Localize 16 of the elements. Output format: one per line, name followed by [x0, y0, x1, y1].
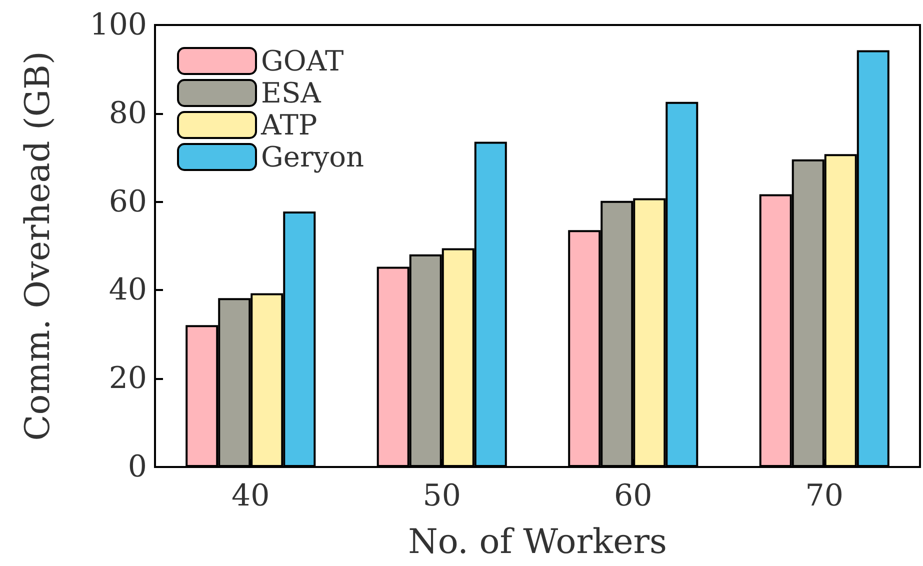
legend-label: ATP: [260, 108, 318, 142]
y-tick-label: 100: [90, 8, 147, 42]
x-tick-label: 40: [232, 478, 270, 514]
x-tick-label: 60: [614, 478, 652, 514]
y-tick-label: 60: [108, 184, 147, 220]
legend-label: ESA: [261, 76, 322, 110]
y-axis-title: Comm. Overhead (GB): [18, 51, 58, 441]
legend-label: GOAT: [261, 44, 344, 78]
x-tick-label: 50: [422, 478, 461, 514]
y-tick-label: 0: [128, 450, 147, 484]
legend-label: Geryon: [261, 140, 364, 174]
y-tick-label: 40: [108, 272, 147, 308]
x-tick-label: 70: [805, 478, 844, 514]
y-tick-label: 20: [108, 361, 147, 396]
y-tick-label: 80: [108, 96, 147, 131]
x-axis-title: No. of Workers: [408, 522, 667, 562]
